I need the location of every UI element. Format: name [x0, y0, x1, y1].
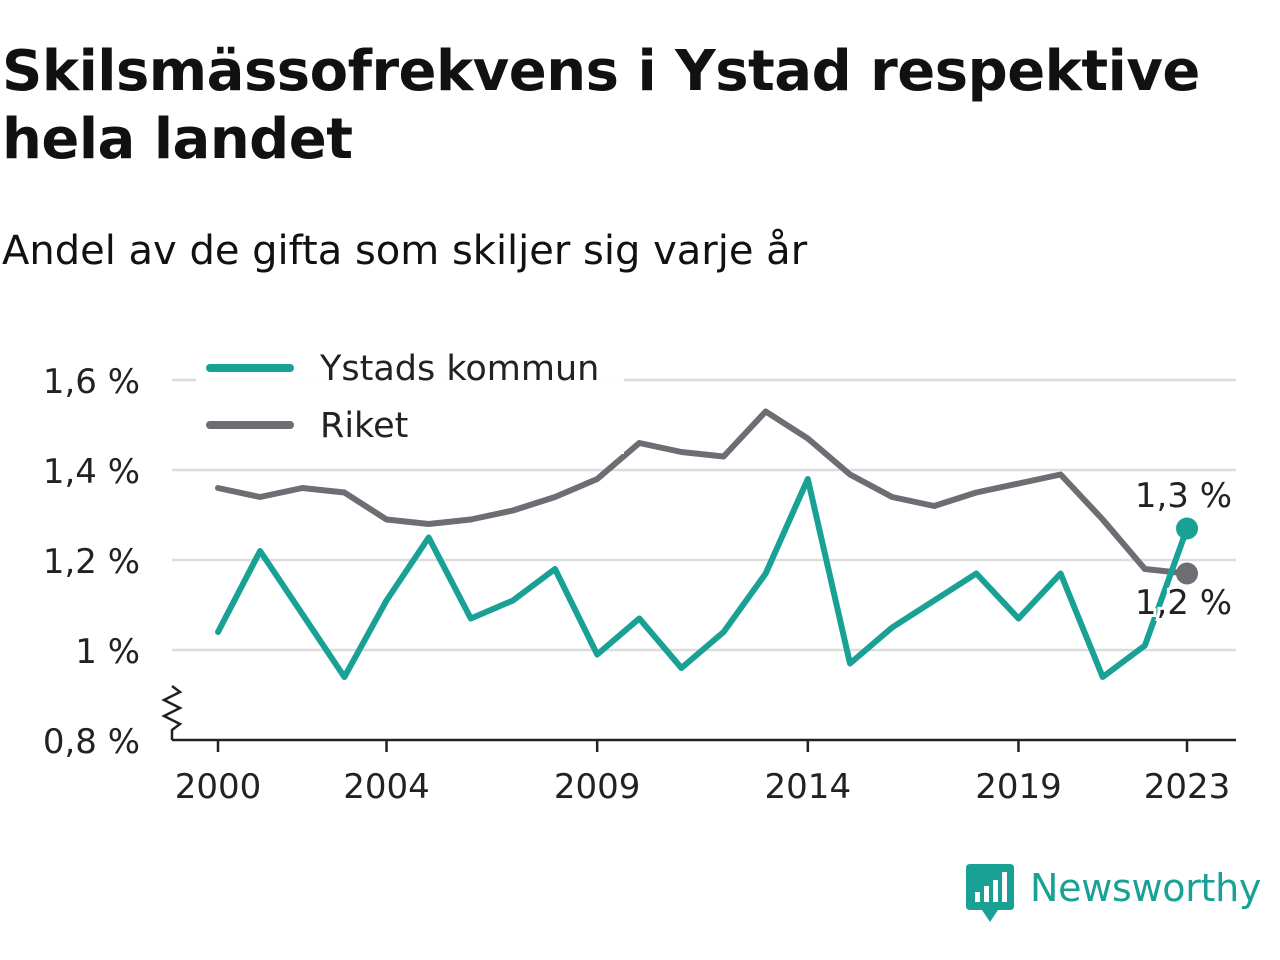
chart-subtitle: Andel av de gifta som skiljer sig varje …: [2, 228, 808, 274]
x-tick-label: 2023: [1144, 767, 1231, 807]
end-label: 1,3 %: [1135, 476, 1232, 516]
end-labels: 1,3 % 1,2 %: [1132, 473, 1235, 626]
legend-background: [196, 340, 624, 454]
axis-break-icon: [161, 685, 183, 740]
y-tick-label: 1,4 %: [43, 452, 140, 492]
y-tick-label: 0,8 %: [43, 722, 140, 762]
brand-name: Newsworthy: [1030, 866, 1262, 910]
x-tick-label: 2019: [975, 767, 1062, 807]
x-tick-label: 2004: [343, 767, 430, 807]
chart-title: Skilsmässofrekvens i Ystad respektive he…: [2, 39, 1200, 172]
series-lines: [215, 408, 1198, 680]
line-chart: 0,8 % 1 % 1,2 % 1,4 % 1,6 % 2000 2004 2009 2014…: [43, 340, 1236, 807]
legend: Ystads kommun Riket: [196, 340, 624, 454]
x-tick-label: 2000: [175, 767, 262, 807]
brand: Newsworthy: [964, 862, 1261, 926]
newsworthy-logo-icon: [966, 864, 1014, 922]
y-tick-label: 1,6 %: [43, 362, 140, 402]
x-tick-label: 2014: [765, 767, 852, 807]
end-point: [1176, 517, 1198, 540]
y-axis: 0,8 % 1 % 1,2 % 1,4 % 1,6 %: [43, 362, 140, 762]
y-tick-label: 1,2 %: [43, 542, 140, 582]
end-point: [1176, 562, 1198, 585]
end-label: 1,2 %: [1135, 583, 1232, 623]
legend-label: Ystads kommun: [319, 349, 599, 389]
y-tick-label: 1 %: [75, 632, 140, 672]
legend-label: Riket: [320, 406, 408, 446]
series-line: [215, 476, 1190, 680]
series-line: [215, 408, 1190, 577]
x-axis: 2000 2004 2009 2014 2019 2023: [161, 685, 1236, 807]
x-tick-label: 2009: [554, 767, 641, 807]
